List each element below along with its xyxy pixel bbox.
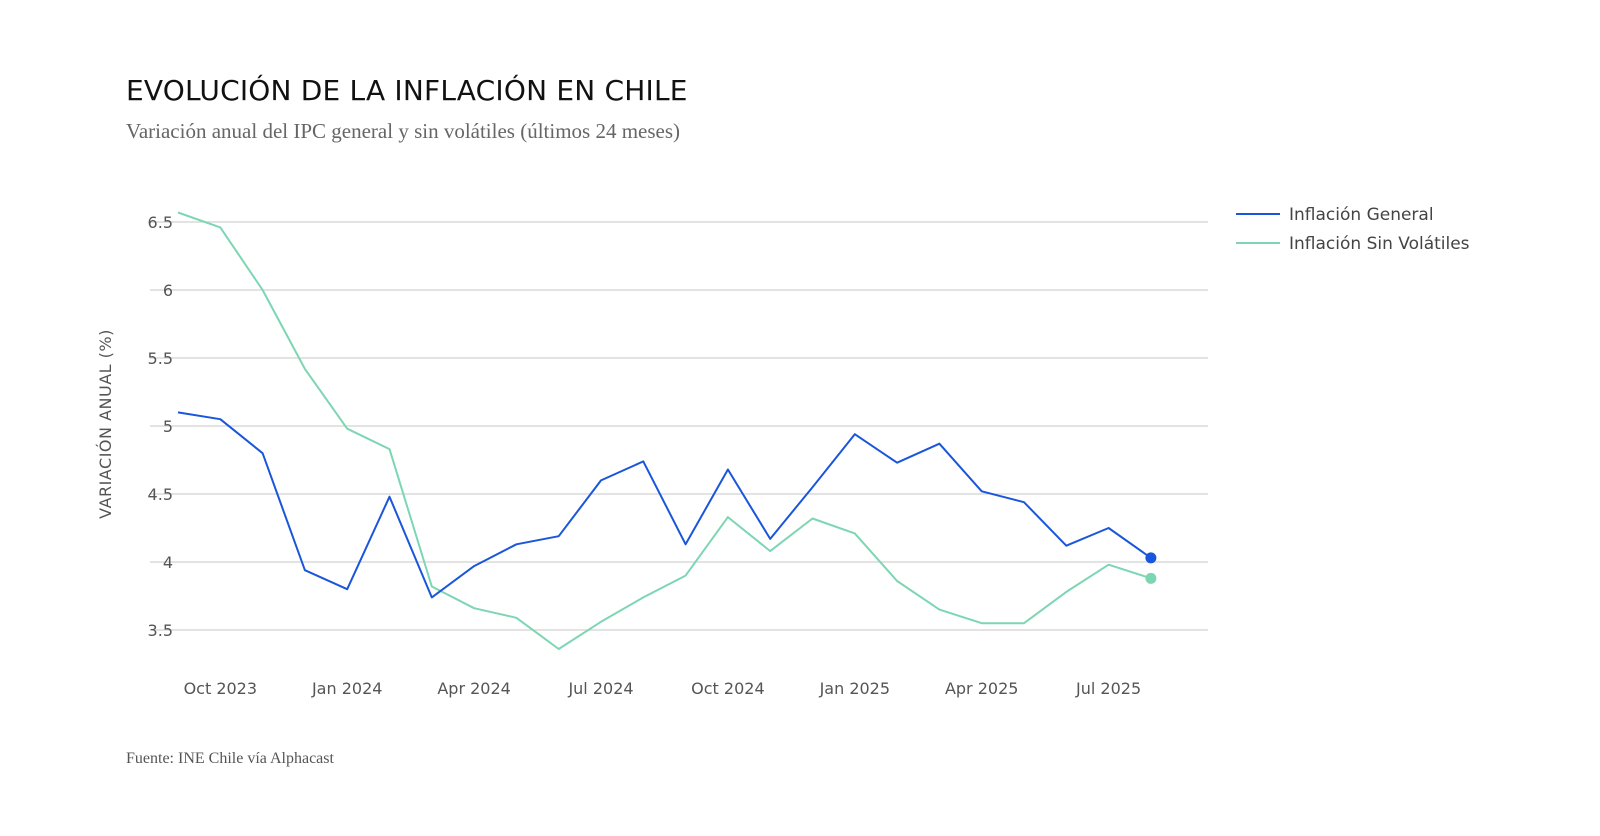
- x-axis-ticks: Oct 2023 Jan 2024 Apr 2024 Jul 2024 Oct 2024…: [184, 679, 1142, 698]
- x-tick-label: Apr 2025: [945, 679, 1018, 698]
- series-line-inflacion-sin-volatiles: [177, 211, 1152, 650]
- y-axis-title: VARIACIÓN ANUAL (%): [96, 329, 115, 519]
- x-tick-label: Oct 2023: [184, 679, 257, 698]
- x-tick-label: Jan 2024: [311, 679, 382, 698]
- chart-subtitle: Variación anual del IPC general y sin vo…: [126, 119, 681, 143]
- end-marker-inflacion-general: [1145, 552, 1157, 564]
- end-marker-inflacion-sin-volatiles: [1145, 572, 1157, 584]
- legend-label-inflacion-sin-volatiles: Inflación Sin Volátiles: [1289, 234, 1470, 254]
- y-axis-ticks: 3.5 4 4.5 5 5.5 6 6.5: [148, 213, 173, 640]
- y-tick-label: 4: [163, 553, 173, 572]
- y-tick-label: 5: [163, 417, 173, 436]
- y-tick-label: 4.5: [148, 485, 173, 504]
- legend: Inflación General Inflación Sin Volátiles: [1236, 205, 1470, 254]
- y-tick-label: 5.5: [148, 349, 173, 368]
- x-tick-label: Jan 2025: [819, 679, 890, 698]
- x-tick-label: Oct 2024: [691, 679, 764, 698]
- series-line-inflacion-general: [177, 411, 1152, 599]
- y-tick-label: 6: [163, 281, 173, 300]
- x-tick-label: Jul 2025: [1075, 679, 1141, 698]
- source-note: Fuente: INE Chile vía Alphacast: [126, 750, 334, 767]
- y-tick-label: 6.5: [148, 213, 173, 232]
- x-tick-label: Jul 2024: [567, 679, 633, 698]
- series-lines: [177, 211, 1157, 650]
- chart-title: EVOLUCIÓN DE LA INFLACIÓN EN CHILE: [126, 74, 688, 107]
- x-tick-label: Apr 2024: [437, 679, 510, 698]
- grid-lines: [150, 221, 1208, 631]
- legend-label-inflacion-general: Inflación General: [1289, 205, 1434, 225]
- y-tick-label: 3.5: [148, 621, 173, 640]
